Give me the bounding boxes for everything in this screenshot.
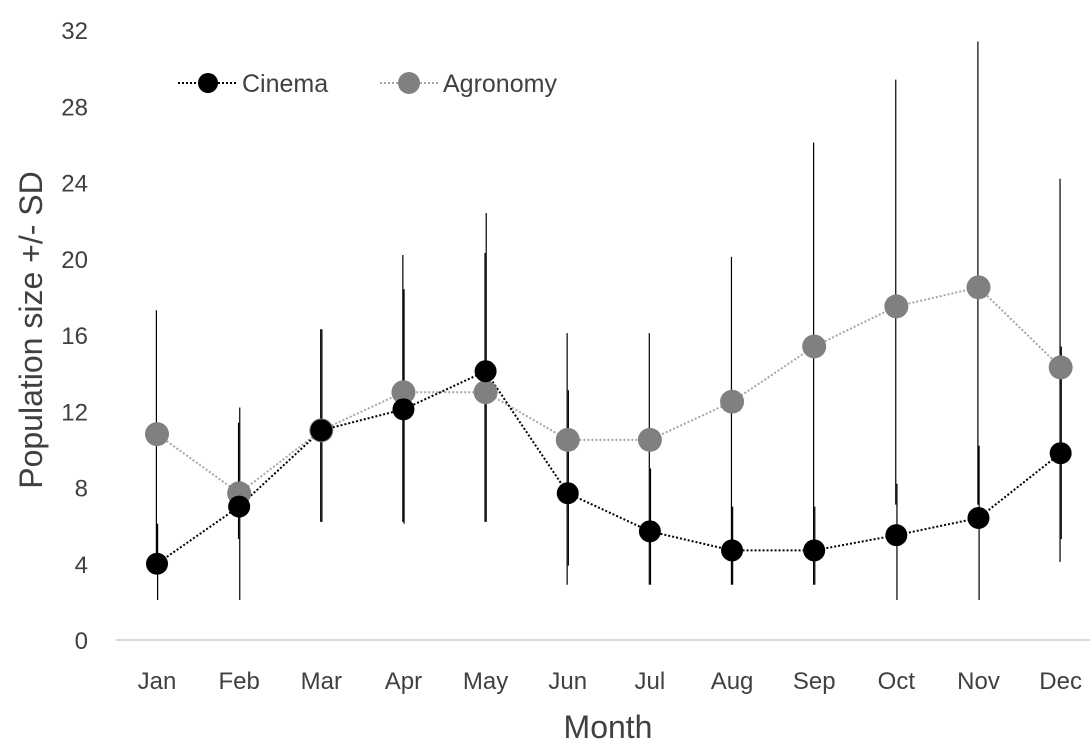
y-tick-label-24: 24 <box>61 171 88 198</box>
point-agronomy-nov <box>966 275 991 300</box>
point-agronomy-jun <box>555 427 580 452</box>
legend-item-cinema: Cinema <box>178 70 328 98</box>
point-cinema-dec <box>1049 442 1072 465</box>
point-agronomy-sep <box>802 334 827 359</box>
y-tick-label-0: 0 <box>75 628 88 655</box>
x-axis-tick-labels: Jan Feb Mar Apr May Jun Jul Aug Sep Oct Nov Dec <box>138 668 1082 695</box>
point-cinema-feb <box>228 495 251 518</box>
x-tick-label-feb: Feb <box>218 668 259 695</box>
series-line-cinema <box>156 369 1062 565</box>
y-tick-label-32: 32 <box>61 18 88 45</box>
point-cinema-mar <box>310 419 333 442</box>
point-agronomy-jul <box>637 427 662 452</box>
series-points <box>145 275 1073 575</box>
point-cinema-aug <box>721 539 744 562</box>
point-cinema-apr <box>392 398 415 421</box>
legend-marker-agronomy <box>398 72 420 94</box>
legend-label-cinema: Cinema <box>242 70 328 98</box>
x-tick-label-oct: Oct <box>878 668 916 695</box>
series-lines <box>156 286 1062 565</box>
x-tick-label-jun: Jun <box>548 668 587 695</box>
y-tick-label-8: 8 <box>75 476 88 503</box>
x-tick-label-jan: Jan <box>138 668 177 695</box>
y-tick-label-4: 4 <box>75 552 88 579</box>
point-agronomy-apr <box>391 380 416 405</box>
point-cinema-oct <box>885 524 908 547</box>
point-agronomy-may <box>473 380 498 405</box>
error-bars <box>155 41 1062 600</box>
legend-item-agronomy: Agronomy <box>380 70 557 98</box>
point-cinema-jul <box>638 520 661 543</box>
x-tick-label-mar: Mar <box>301 668 342 695</box>
y-tick-label-16: 16 <box>61 323 88 350</box>
x-tick-label-nov: Nov <box>957 668 1000 695</box>
x-tick-label-dec: Dec <box>1039 668 1082 695</box>
point-cinema-jun <box>556 482 579 505</box>
point-agronomy-jan <box>145 422 169 447</box>
x-axis-title: Month <box>564 709 653 745</box>
point-cinema-may <box>474 360 497 383</box>
legend-marker-cinema <box>198 73 218 93</box>
legend: Cinema Agronomy <box>178 70 557 98</box>
x-tick-label-sep: Sep <box>793 668 836 695</box>
x-tick-label-aug: Aug <box>711 668 754 695</box>
x-tick-label-apr: Apr <box>385 668 422 695</box>
legend-label-agronomy: Agronomy <box>443 70 557 98</box>
y-tick-label-20: 20 <box>61 247 88 274</box>
point-agronomy-oct <box>884 294 909 319</box>
y-tick-label-28: 28 <box>61 94 88 121</box>
y-axis-tick-labels: 0 4 8 12 16 20 24 28 32 <box>61 18 88 655</box>
point-agronomy-aug <box>720 389 745 414</box>
x-tick-label-jul: Jul <box>635 668 666 695</box>
y-axis-title: Population size +/- SD <box>13 171 49 489</box>
x-tick-label-may: May <box>463 668 508 695</box>
point-cinema-jan <box>146 552 168 575</box>
series-line-agronomy <box>156 286 1062 495</box>
y-tick-label-12: 12 <box>61 399 88 426</box>
point-agronomy-dec <box>1048 355 1073 380</box>
point-cinema-nov <box>967 507 990 529</box>
point-cinema-sep <box>803 539 826 562</box>
